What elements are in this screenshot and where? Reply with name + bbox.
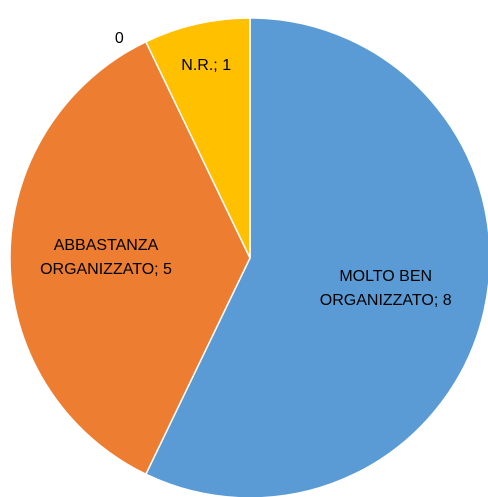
- data-label: MOLTO BEN ORGANIZZATO; 8: [319, 267, 452, 309]
- pie-slice: [144, 17, 251, 259]
- data-label: 0: [114, 29, 124, 47]
- pie-slice: [144, 17, 488, 497]
- pie-slice: [9, 40, 251, 476]
- data-label: N.R.; 1: [181, 57, 232, 75]
- data-label: ABBASTANZA ORGANIZZATO; 5: [40, 237, 172, 278]
